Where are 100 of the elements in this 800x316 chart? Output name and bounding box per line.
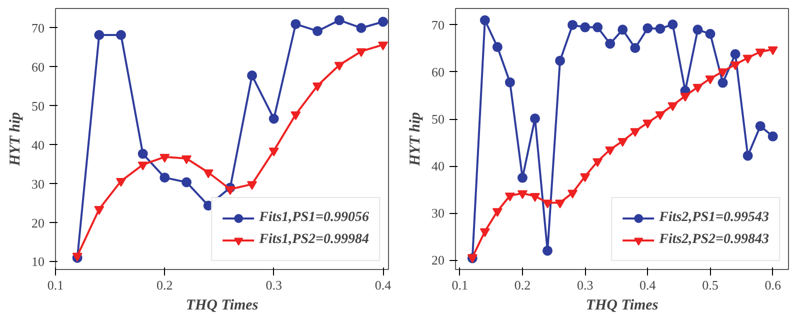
point <box>530 114 540 124</box>
point <box>203 169 214 178</box>
point <box>517 190 528 200</box>
point <box>480 15 490 26</box>
point <box>730 61 740 70</box>
point <box>378 16 388 27</box>
point <box>492 42 502 52</box>
point <box>542 246 553 256</box>
point <box>605 146 616 156</box>
y-tick-label: 70 <box>32 20 44 36</box>
point <box>290 111 301 120</box>
point <box>504 77 515 88</box>
y-tick-label: 60 <box>32 59 44 74</box>
point <box>480 228 490 238</box>
legend-label: Fits1,PS2=0.99984 <box>259 232 369 248</box>
point <box>680 92 690 102</box>
point <box>742 54 753 64</box>
point <box>730 49 740 60</box>
point <box>555 200 566 208</box>
y-tick-label: 30 <box>432 206 444 221</box>
legend-label: Fits1,PS1=0.99056 <box>259 210 369 226</box>
x-tick-label: 0.3 <box>576 278 594 292</box>
point <box>668 20 678 30</box>
point <box>542 200 553 208</box>
point <box>116 30 126 40</box>
point <box>768 131 778 142</box>
point <box>160 154 170 163</box>
point <box>630 43 640 53</box>
point <box>182 177 192 188</box>
point <box>94 30 104 40</box>
x-tick-label: 0.1 <box>452 278 468 292</box>
y-tick-label: 70 <box>432 17 444 32</box>
x-tick-label: 0.1 <box>47 278 64 292</box>
point <box>580 22 590 32</box>
y-tick-label: 50 <box>432 112 444 127</box>
point <box>605 38 616 49</box>
point <box>312 82 323 92</box>
y-axis-title: HYT hip <box>408 112 424 167</box>
point <box>705 28 716 39</box>
point <box>592 22 603 32</box>
x-tick-label: 0.2 <box>156 278 173 292</box>
y-tick-label: 40 <box>32 137 44 152</box>
x-tick-label: 0.4 <box>640 278 656 292</box>
point <box>225 186 236 195</box>
point <box>268 148 279 156</box>
point <box>504 192 515 202</box>
x-tick-label: 0.2 <box>514 278 531 292</box>
point <box>378 42 388 50</box>
point <box>668 102 678 112</box>
point <box>334 62 344 71</box>
y-tick-label: 30 <box>32 176 44 192</box>
x-axis-title: THQ Times <box>186 298 258 314</box>
point <box>334 15 344 26</box>
point <box>630 128 640 137</box>
point <box>655 111 666 120</box>
x-tick-label: 0.4 <box>374 278 392 292</box>
point <box>160 172 170 183</box>
point <box>568 20 578 30</box>
x-tick-label: 0.3 <box>266 278 282 292</box>
legend-label: Fits2,PS2=0.99843 <box>659 232 769 248</box>
point <box>618 24 628 35</box>
y-tick-label: 60 <box>432 64 444 80</box>
point <box>692 24 703 35</box>
point <box>116 178 126 187</box>
point <box>356 48 366 58</box>
point <box>555 56 566 66</box>
point <box>742 150 753 161</box>
point <box>580 173 590 182</box>
point <box>517 172 528 183</box>
point <box>692 84 703 93</box>
point <box>755 121 766 132</box>
point <box>655 24 666 34</box>
point <box>290 19 301 30</box>
y-tick-label: 20 <box>32 215 44 230</box>
point <box>705 75 716 84</box>
point <box>718 78 728 88</box>
point <box>530 193 540 202</box>
point <box>568 190 578 199</box>
x-tick-label: 0.5 <box>702 278 718 292</box>
point <box>268 114 279 124</box>
point <box>312 26 323 36</box>
legend-label: Fits2,PS1=0.99543 <box>659 210 769 226</box>
point <box>138 162 148 170</box>
x-tick-label: 0.6 <box>764 278 782 292</box>
point <box>642 23 653 34</box>
point <box>718 68 728 78</box>
point <box>592 158 603 168</box>
point <box>356 22 366 33</box>
point <box>642 120 653 128</box>
y-tick-label: 10 <box>32 254 44 270</box>
y-tick-label: 50 <box>32 98 44 114</box>
x-axis-title: THQ Times <box>586 298 658 314</box>
point <box>768 46 778 56</box>
point <box>138 148 148 159</box>
point <box>247 181 258 190</box>
point <box>755 48 766 58</box>
y-tick-label: 20 <box>432 252 444 268</box>
y-tick-label: 40 <box>432 158 444 174</box>
point <box>94 206 104 215</box>
point <box>182 155 192 164</box>
